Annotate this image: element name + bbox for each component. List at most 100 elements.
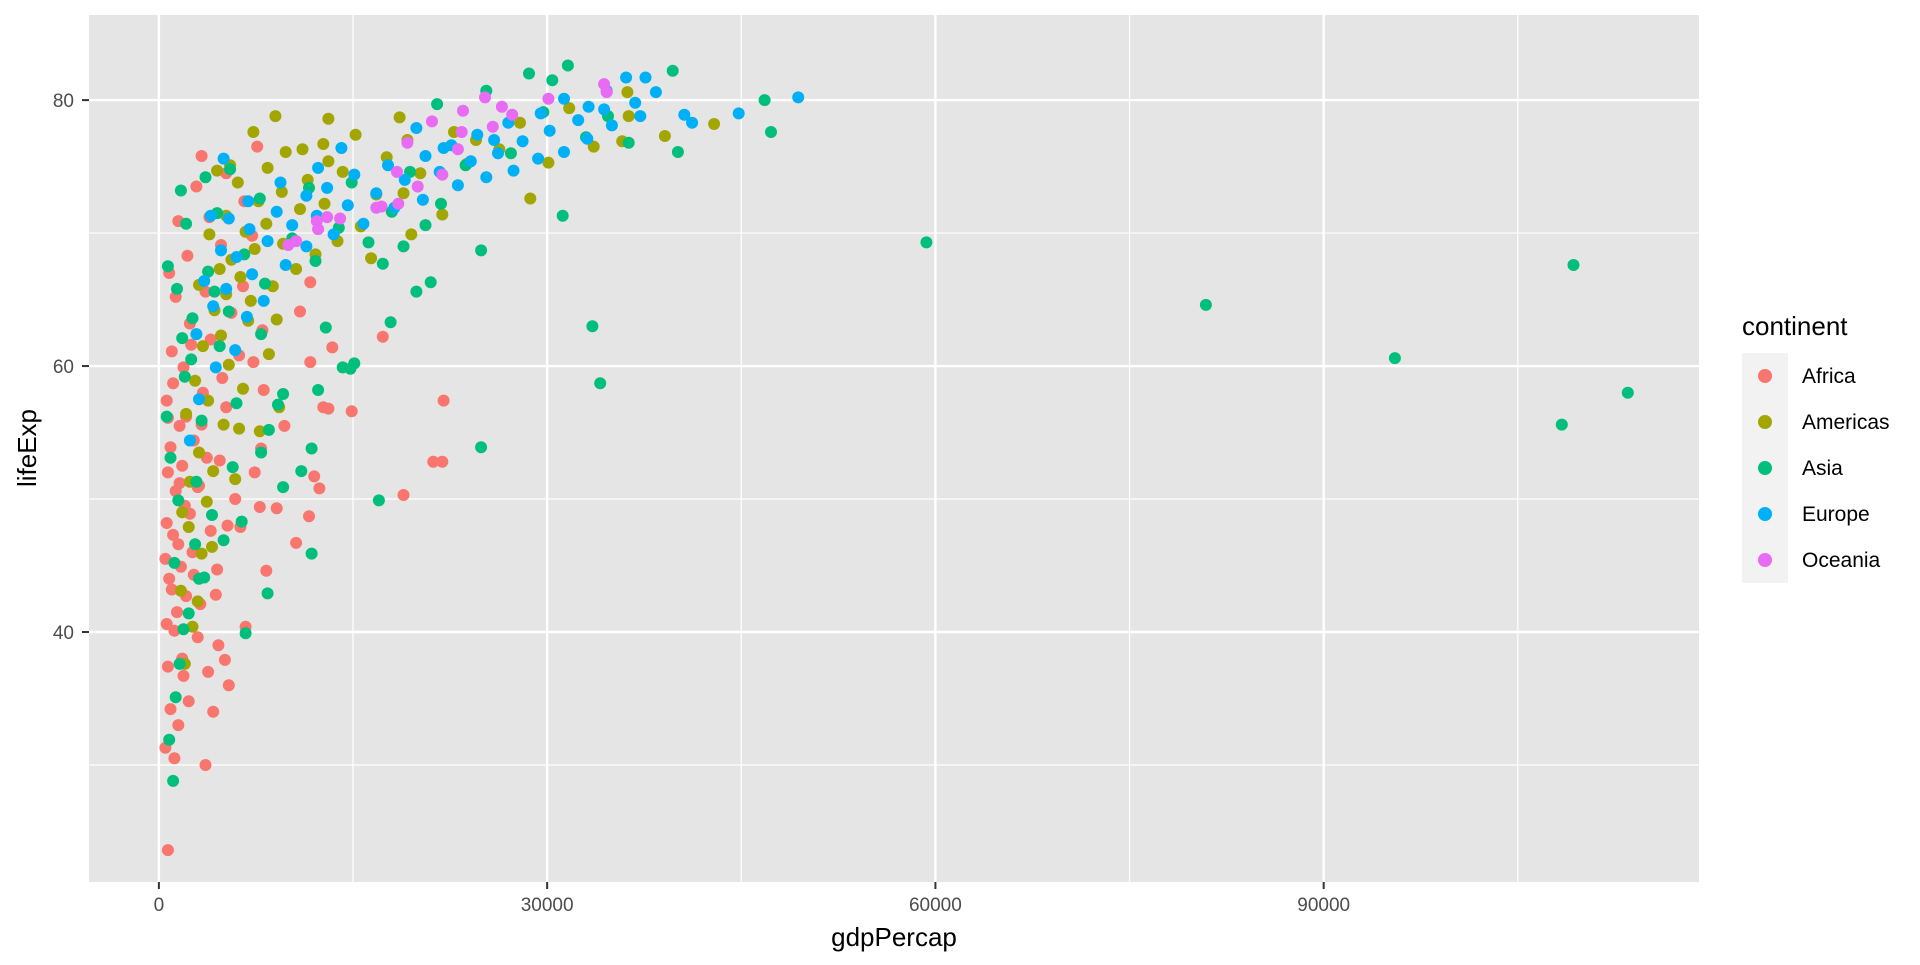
point-asia <box>206 509 218 521</box>
point-africa <box>161 466 174 479</box>
point-africa <box>211 563 224 576</box>
point-asia <box>546 74 559 87</box>
point-europe <box>217 152 230 165</box>
point-europe <box>558 92 570 105</box>
point-americas <box>229 473 242 486</box>
point-asia <box>235 515 248 528</box>
point-oceania <box>321 211 334 224</box>
point-americas <box>336 165 349 178</box>
x-axis-label: gdpPercap <box>831 922 957 952</box>
point-europe <box>639 71 652 84</box>
point-asia <box>186 312 199 325</box>
point-africa <box>161 660 174 673</box>
point-asia <box>169 691 182 704</box>
y-axis-ticks: 40 60 80 <box>53 91 89 644</box>
legend-label-americas: Americas <box>1802 411 1890 434</box>
point-asia <box>208 285 221 298</box>
point-americas <box>196 340 209 353</box>
point-americas <box>202 394 215 407</box>
point-asia <box>164 451 177 464</box>
point-americas <box>180 407 193 420</box>
point-americas <box>217 418 230 431</box>
point-asia <box>199 171 212 184</box>
point-americas <box>253 425 266 438</box>
point-asia <box>475 441 488 454</box>
point-americas <box>200 495 213 508</box>
point-africa <box>176 459 189 472</box>
point-africa <box>216 372 229 384</box>
point-oceania <box>290 235 303 248</box>
point-africa <box>218 653 231 666</box>
point-europe <box>558 146 570 158</box>
point-asia <box>523 67 535 80</box>
point-europe <box>382 159 394 172</box>
point-asia <box>277 481 290 494</box>
point-americas <box>622 110 635 123</box>
point-americas <box>414 167 427 180</box>
point-europe <box>242 195 255 208</box>
point-europe <box>572 114 585 127</box>
point-africa <box>204 524 217 537</box>
point-africa <box>171 606 183 619</box>
point-asia <box>174 184 187 197</box>
point-africa <box>376 330 389 343</box>
point-africa <box>199 759 212 771</box>
point-africa <box>326 341 339 354</box>
point-europe <box>598 103 611 116</box>
point-africa <box>209 588 222 601</box>
point-asia <box>920 236 933 249</box>
point-americas <box>189 374 202 387</box>
point-africa <box>164 441 177 454</box>
point-asia <box>161 260 174 273</box>
point-oceania <box>375 200 388 213</box>
point-asia <box>182 607 195 620</box>
point-asia <box>185 353 198 366</box>
point-asia <box>255 328 268 341</box>
point-americas <box>174 584 187 597</box>
point-europe <box>398 173 411 186</box>
point-africa <box>317 401 330 414</box>
point-europe <box>312 161 325 174</box>
point-americas <box>296 143 309 156</box>
point-europe <box>416 193 429 206</box>
point-africa <box>191 631 204 644</box>
point-asia <box>171 282 183 295</box>
point-africa <box>172 719 185 732</box>
point-europe <box>419 150 432 162</box>
point-europe <box>534 107 547 120</box>
point-africa <box>172 538 185 551</box>
point-europe <box>261 235 274 248</box>
point-americas <box>213 263 226 275</box>
point-europe <box>274 176 287 189</box>
point-asia <box>226 461 239 474</box>
point-asia <box>1555 418 1568 431</box>
point-asia <box>259 277 271 290</box>
point-asia <box>163 733 176 746</box>
point-americas <box>262 348 275 361</box>
point-asia <box>176 332 189 345</box>
point-europe <box>215 244 227 257</box>
point-asia <box>666 64 679 77</box>
point-americas <box>658 130 671 142</box>
point-asia <box>253 192 266 205</box>
point-asia <box>504 147 517 160</box>
point-oceania <box>312 223 325 236</box>
point-europe <box>300 240 313 253</box>
point-americas <box>233 422 246 435</box>
point-americas <box>708 118 721 130</box>
point-europe <box>190 328 203 341</box>
point-europe <box>222 212 235 225</box>
point-oceania <box>486 120 499 133</box>
point-oceania <box>436 168 449 181</box>
point-americas <box>621 86 634 99</box>
point-africa <box>167 377 180 390</box>
point-americas <box>279 146 292 158</box>
point-oceania <box>600 86 613 99</box>
point-africa <box>437 394 450 407</box>
point-africa <box>168 624 181 637</box>
point-asia <box>168 556 181 569</box>
point-americas <box>524 192 537 205</box>
point-asia <box>180 217 193 230</box>
point-africa <box>168 752 181 765</box>
point-africa <box>165 583 178 596</box>
